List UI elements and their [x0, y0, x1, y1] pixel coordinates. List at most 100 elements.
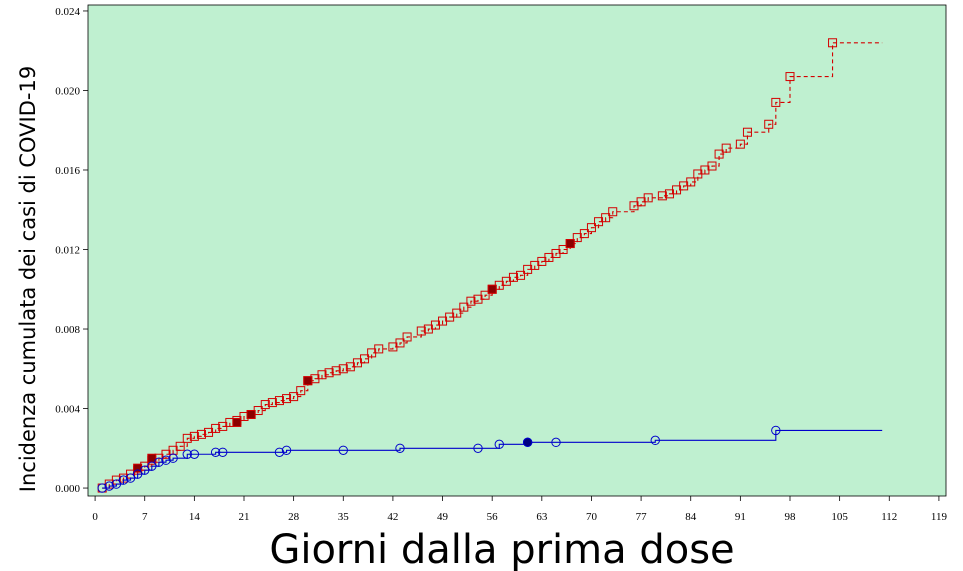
circle-marker — [189, 449, 200, 459]
square-marker — [608, 207, 618, 217]
x-tick-label: 21 — [239, 511, 250, 523]
circle-marker — [132, 469, 143, 479]
square-marker — [764, 119, 774, 129]
x-tick-label: 14 — [189, 511, 201, 523]
filled-circle-marker — [522, 437, 533, 448]
y-tick-label: 0.024 — [55, 6, 80, 18]
square-marker — [735, 139, 745, 149]
square-marker — [395, 338, 405, 348]
x-axis: 0 7 14 21 28 35 42 49 56 63 70 77 84 91 98 105 112 119 — [92, 496, 947, 523]
y-tick-label: 0.004 — [55, 404, 80, 416]
square-marker — [707, 161, 717, 171]
circle-marker — [338, 445, 348, 455]
square-marker — [480, 290, 490, 300]
x-tick-label: 91 — [735, 511, 746, 523]
blue-step-line — [102, 429, 883, 489]
filled-square-marker — [565, 239, 575, 249]
square-marker — [785, 72, 795, 82]
square-marker — [274, 396, 284, 406]
circle-marker — [147, 461, 157, 471]
x-tick-label: 98 — [785, 511, 797, 523]
filled-square-marker — [232, 417, 242, 427]
square-marker — [579, 229, 589, 239]
y-tick-label: 0.020 — [55, 85, 80, 97]
x-tick-label: 84 — [685, 511, 697, 523]
y-axis: 0.000 0.004 0.008 0.012 0.016 0.020 0.024 — [55, 6, 88, 495]
filled-square-marker — [133, 463, 143, 473]
square-marker — [416, 326, 426, 336]
y-tick-label: 0.000 — [55, 483, 80, 495]
square-marker — [211, 423, 221, 433]
circle-marker — [118, 475, 129, 485]
x-tick-label: 35 — [338, 511, 350, 523]
circle-marker — [125, 473, 136, 483]
square-marker — [296, 386, 306, 396]
square-marker — [175, 441, 185, 451]
circle-marker — [650, 435, 660, 446]
x-tick-label: 0 — [92, 511, 98, 523]
square-marker — [374, 344, 384, 354]
square-marker — [260, 400, 270, 410]
circle-marker — [395, 443, 405, 453]
square-marker — [189, 431, 199, 441]
x-tick-label: 70 — [586, 511, 598, 523]
square-marker — [289, 392, 299, 402]
circle-marker — [473, 443, 483, 453]
square-marker — [586, 223, 596, 233]
circle-marker — [771, 425, 781, 436]
x-tick-label: 119 — [931, 511, 948, 523]
square-marker — [742, 127, 752, 137]
square-marker — [466, 296, 476, 306]
square-marker — [601, 213, 611, 223]
square-marker — [182, 433, 192, 443]
x-tick-label: 63 — [536, 511, 548, 523]
square-marker — [331, 366, 341, 376]
x-axis-title: Giorni dalla prima dose — [269, 527, 734, 571]
square-marker — [516, 270, 526, 280]
plot-area — [87, 4, 947, 497]
square-marker — [643, 193, 653, 203]
circle-marker — [111, 479, 122, 489]
filled-square-marker — [246, 409, 256, 419]
y-axis-title: Incidenza cumulata dei casi di COVID-19 — [16, 66, 40, 492]
red-step-line — [102, 42, 883, 489]
square-marker — [317, 370, 327, 380]
square-marker — [714, 149, 724, 159]
x-tick-label: 7 — [142, 511, 148, 523]
circle-marker — [494, 439, 504, 450]
circle-marker — [161, 455, 171, 465]
series-blue-line — [97, 425, 883, 493]
square-marker — [196, 429, 206, 439]
x-tick-label: 28 — [288, 511, 300, 523]
circle-marker — [281, 445, 292, 455]
circle-marker — [140, 465, 150, 475]
circle-marker — [218, 447, 228, 457]
square-marker — [828, 38, 838, 48]
filled-square-marker — [303, 376, 313, 386]
circle-marker — [274, 447, 285, 457]
square-marker — [282, 394, 292, 404]
square-marker — [686, 177, 696, 187]
square-marker — [508, 272, 518, 282]
circle-marker — [551, 437, 561, 448]
filled-square-marker — [487, 284, 497, 294]
square-marker — [452, 308, 462, 318]
circle-marker — [97, 483, 107, 493]
x-tick-label: 56 — [487, 511, 499, 523]
y-tick-label: 0.008 — [55, 324, 80, 336]
square-marker — [459, 302, 469, 312]
square-marker — [558, 245, 568, 255]
x-tick-label: 77 — [636, 511, 648, 523]
square-marker — [721, 143, 731, 153]
square-marker — [338, 364, 348, 374]
square-marker — [267, 398, 277, 408]
x-tick-label: 105 — [831, 511, 848, 523]
square-marker — [324, 368, 334, 378]
circle-marker — [182, 449, 192, 459]
y-tick-label: 0.012 — [55, 245, 80, 257]
square-marker — [402, 332, 412, 342]
square-marker — [657, 191, 667, 201]
circle-marker — [104, 481, 114, 491]
circle-marker — [210, 447, 221, 457]
